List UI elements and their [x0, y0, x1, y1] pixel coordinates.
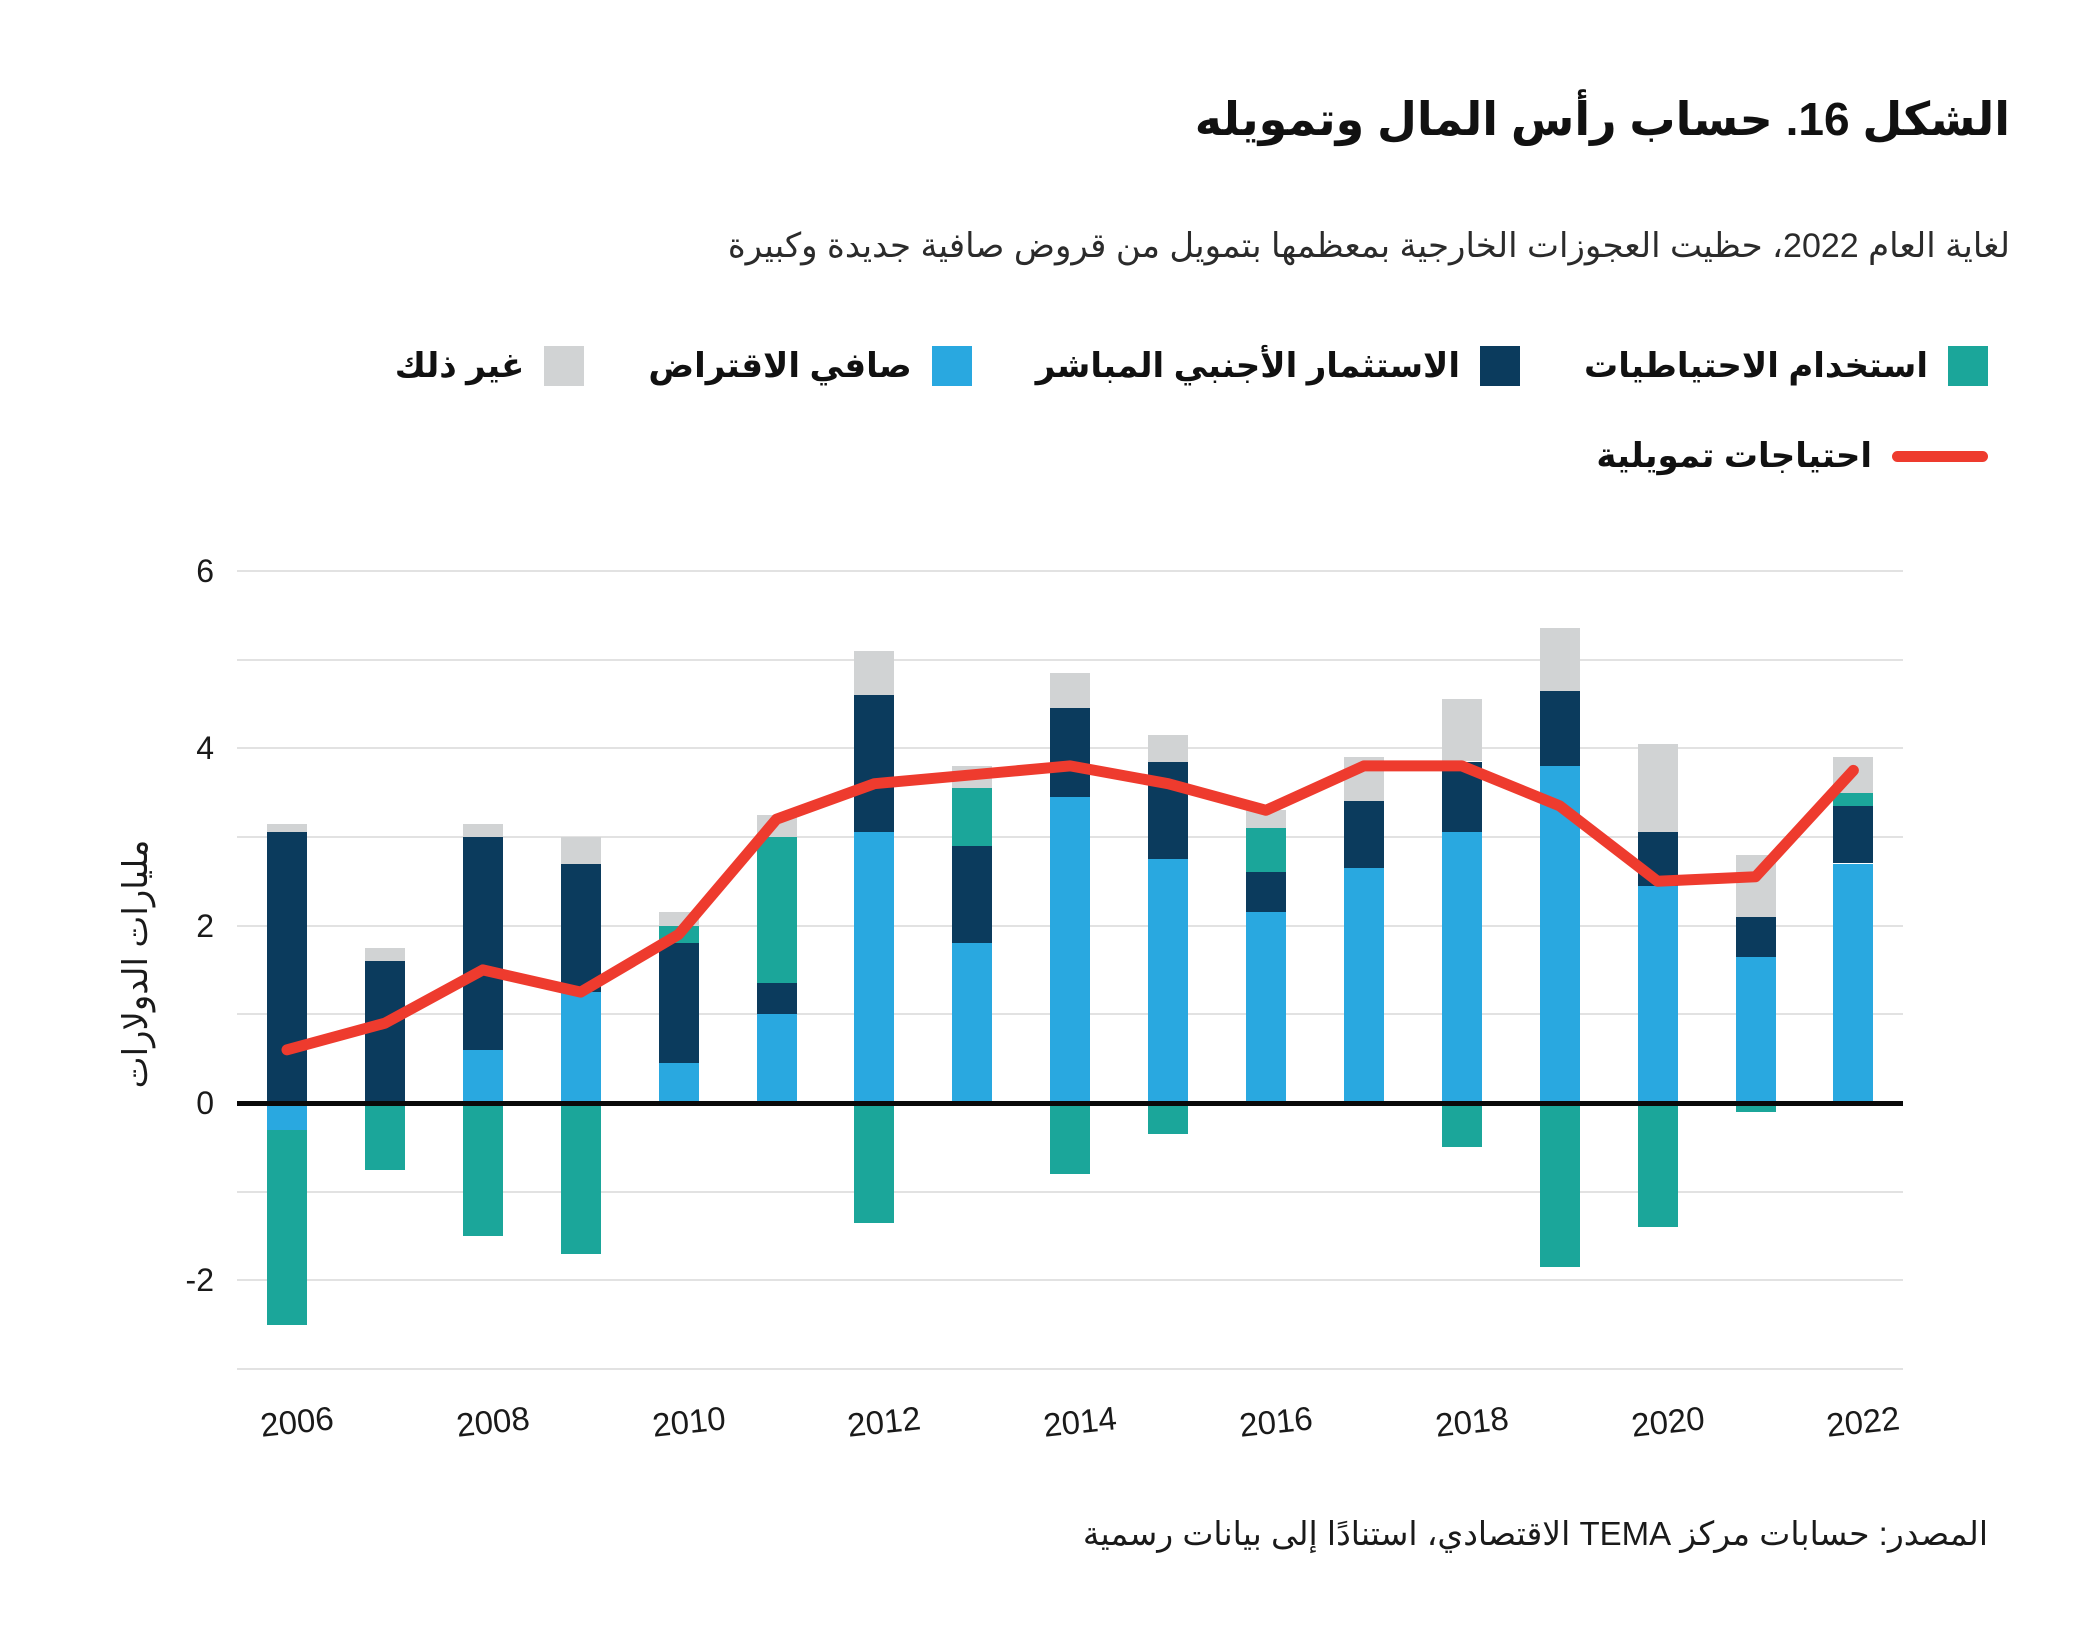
legend-item-fdi: الاستثمار الأجنبي المباشر [1035, 346, 1521, 386]
gridline-y5 [237, 658, 1903, 661]
bar-2019-fdi [1539, 690, 1580, 766]
bar-2010-fdi [658, 943, 699, 1064]
bar-2015-reserves [1148, 1103, 1189, 1135]
legend-item-financing-needs: احتياجات تمويلية [1596, 436, 1988, 476]
bar-2014-borrowing [1050, 796, 1091, 1103]
bar-2010-borrowing [658, 1063, 699, 1103]
bar-2006-fdi [267, 832, 307, 1103]
bar-2011-fdi [756, 983, 797, 1015]
bar-2017-fdi [1343, 801, 1384, 868]
bar-2012-fdi [854, 694, 895, 833]
legend-row-categories: استخدام الاحتياطيات الاستثمار الأجنبي ال… [395, 346, 1988, 386]
legend-row-line: احتياجات تمويلية [1596, 436, 1988, 476]
bar-2015-borrowing [1148, 859, 1189, 1103]
gridline-y-3 [237, 1368, 1903, 1371]
bar-2022-reserves [1833, 792, 1874, 806]
bar-2022-fdi [1833, 805, 1874, 864]
bar-2009-reserves [560, 1103, 601, 1254]
bar-2008-fdi [462, 836, 503, 1050]
legend-item-reserves: استخدام الاحتياطيات [1584, 346, 1988, 386]
reserves-swatch [1948, 346, 1988, 386]
legend-label-borrowing: صافي الاقتراض [648, 347, 912, 385]
bar-2013-borrowing [952, 943, 993, 1103]
bar-2014-fdi [1050, 708, 1091, 797]
legend-label-reserves: استخدام الاحتياطيات [1584, 347, 1928, 385]
bar-2008-reserves [462, 1103, 503, 1237]
legend-item-other: غير ذلك [395, 346, 585, 386]
bar-2008-borrowing [462, 1049, 503, 1103]
bar-2007-reserves [364, 1103, 405, 1170]
bar-2009-other [560, 836, 601, 864]
bar-2019-reserves [1539, 1103, 1580, 1268]
bar-2016-other [1246, 810, 1286, 829]
bar-2009-fdi [560, 863, 601, 993]
bar-2018-reserves [1441, 1103, 1482, 1148]
bar-2016-reserves [1246, 828, 1286, 873]
figure-title: الشكل 16. حساب رأس المال وتمويله [1194, 93, 2010, 145]
bar-2009-borrowing [560, 992, 601, 1103]
y-tick-2: 2 [196, 907, 214, 944]
y-tick--2: -2 [185, 1262, 214, 1299]
bar-2019-other [1539, 628, 1580, 691]
fdi-swatch [1480, 346, 1521, 386]
legend-label-financing-needs: احتياجات تمويلية [1596, 437, 1872, 475]
legend-label-other: غير ذلك [394, 347, 525, 385]
bar-2020-reserves [1637, 1103, 1678, 1228]
bar-2020-borrowing [1637, 885, 1678, 1103]
bar-2020-other [1637, 743, 1678, 833]
legend-item-borrowing: صافي الاقتراض [648, 346, 972, 386]
financing-needs-line [281, 760, 1859, 1056]
gridline-y6 [237, 569, 1903, 572]
bar-2022-borrowing [1833, 863, 1874, 1103]
bar-2012-borrowing [854, 832, 895, 1103]
zero-axis-line [237, 1101, 1903, 1106]
bar-2012-reserves [854, 1103, 895, 1223]
figure-subtitle: لغاية العام 2022، حظيت العجوزات الخارجية… [727, 227, 2010, 265]
bar-2021-borrowing [1735, 956, 1776, 1103]
legend-label-fdi: الاستثمار الأجنبي المباشر [1035, 347, 1461, 385]
bar-2017-borrowing [1343, 867, 1384, 1103]
bar-2021-reserves [1735, 1103, 1776, 1112]
bar-2021-fdi [1735, 916, 1776, 957]
other-swatch [544, 346, 585, 386]
bar-2012-other [854, 650, 895, 695]
gridline-y-1 [237, 1190, 1903, 1193]
bar-2011-reserves [756, 836, 797, 984]
bar-2011-borrowing [756, 1014, 797, 1103]
bar-2014-reserves [1050, 1103, 1091, 1174]
y-tick-4: 4 [196, 730, 214, 767]
bar-2018-other [1441, 699, 1482, 762]
bar-2006-borrowing [267, 1103, 307, 1130]
financing-needs-line-layer [281, 760, 1859, 1056]
bar-2006-reserves [267, 1129, 307, 1325]
bar-2016-fdi [1246, 872, 1286, 913]
source-note: المصدر: حسابات مركز TEMA الاقتصادي، استن… [1082, 1515, 1988, 1552]
bar-2006-other [267, 823, 307, 833]
borrowing-swatch [931, 346, 972, 386]
bar-2018-borrowing [1441, 832, 1482, 1103]
y-tick-6: 6 [196, 552, 214, 589]
gridline-y-2 [237, 1279, 1903, 1282]
chart-plot-area: 2006 2008 2010 2012 2014 2016 2018 2020 2022 [237, 520, 1903, 1444]
bar-2016-borrowing [1246, 912, 1286, 1103]
bar-2013-reserves [952, 788, 993, 846]
bar-2007-other [364, 947, 405, 962]
bar-2014-other [1050, 672, 1091, 709]
financing-needs-line-swatch [1892, 450, 1988, 462]
bar-2015-other [1148, 734, 1189, 762]
bar-2013-fdi [952, 845, 993, 944]
y-tick-0: 0 [196, 1085, 214, 1121]
bar-2008-other [462, 823, 503, 837]
y-axis-title: مليارات الدولارات [117, 839, 155, 1089]
